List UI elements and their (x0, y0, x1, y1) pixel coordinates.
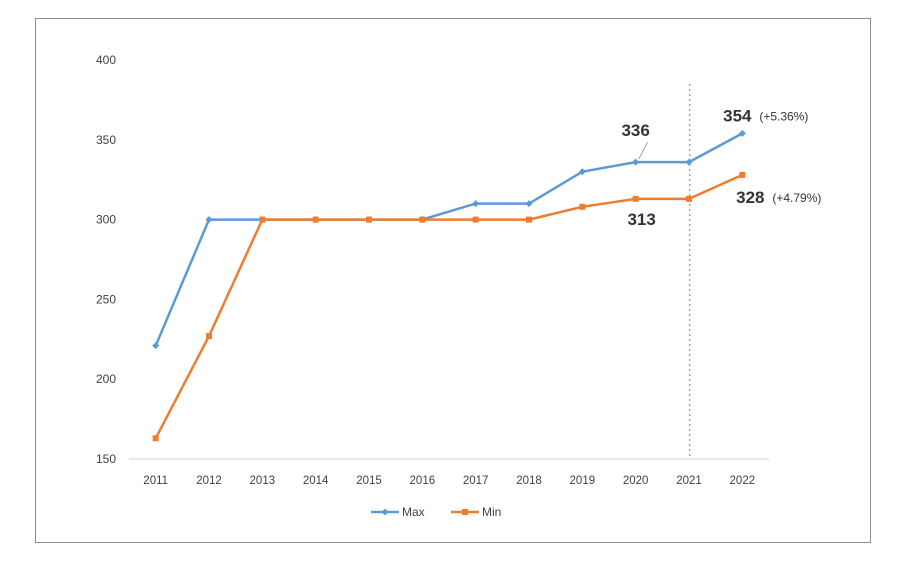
x-tick-label: 2013 (250, 475, 276, 487)
data-point-max (205, 216, 213, 224)
y-tick-label: 200 (96, 372, 116, 386)
legend-swatch-marker (381, 508, 389, 516)
y-tick-label: 150 (96, 452, 116, 466)
y-tick-label: 300 (96, 213, 116, 227)
data-point-min (206, 333, 212, 340)
x-tick-label: 2014 (303, 475, 329, 487)
x-tick-label: 2020 (623, 475, 649, 487)
x-tick-label: 2017 (463, 475, 489, 487)
series-layer (152, 129, 746, 442)
y-axis: 150 200 250 300 350 400 (96, 53, 116, 466)
leader-line (638, 141, 649, 160)
data-point-min (152, 435, 159, 442)
y-tick-label: 350 (96, 133, 116, 147)
x-tick-label: 2011 (143, 475, 168, 487)
x-tick-label: 2015 (356, 475, 382, 487)
data-label-change: (+4.79%) (772, 191, 821, 205)
x-axis: 2011 2012 2013 2014 2015 2016 2017 2018 2019 2020… (129, 458, 769, 487)
data-point-max (472, 200, 480, 208)
y-tick-label: 400 (96, 53, 116, 67)
x-tick-label: 2018 (516, 475, 542, 487)
data-point-max (578, 168, 586, 176)
data-point-min (312, 216, 319, 223)
data-point-min (632, 195, 639, 202)
data-point-max (632, 158, 640, 166)
series-line-max (154, 132, 743, 347)
annotations: 336 354 (+5.36%) 313 328 (+4.79%) (621, 106, 821, 228)
data-label-change: (+5.36%) (759, 109, 808, 123)
data-label: 313 (627, 210, 655, 229)
legend-label: Max (402, 505, 425, 519)
legend-swatch-marker (462, 509, 468, 515)
data-label: 354 (723, 106, 752, 125)
x-tick-label: 2022 (730, 475, 756, 487)
data-point-min (579, 203, 586, 210)
x-tick-label: 2012 (196, 475, 222, 487)
chart-frame (35, 18, 871, 543)
data-point-min (419, 216, 426, 223)
data-point-min (366, 216, 372, 223)
data-point-min (526, 216, 532, 223)
x-tick-label: 2019 (570, 475, 596, 487)
data-label: 336 (621, 121, 649, 140)
x-tick-label: 2016 (410, 475, 436, 487)
legend-label: Min (482, 505, 501, 519)
y-tick-label: 250 (96, 292, 116, 306)
data-point-max (738, 129, 746, 137)
data-label: 328 (736, 188, 764, 207)
data-point-max (685, 158, 693, 166)
data-point-max (152, 342, 160, 350)
series-line-min (154, 173, 743, 439)
data-point-max (525, 200, 533, 208)
data-point-min (259, 216, 266, 223)
data-point-min (686, 195, 692, 202)
legend: Max Min (371, 505, 501, 519)
data-point-min (739, 171, 746, 178)
data-point-min (472, 216, 479, 223)
x-tick-label: 2021 (676, 475, 702, 487)
